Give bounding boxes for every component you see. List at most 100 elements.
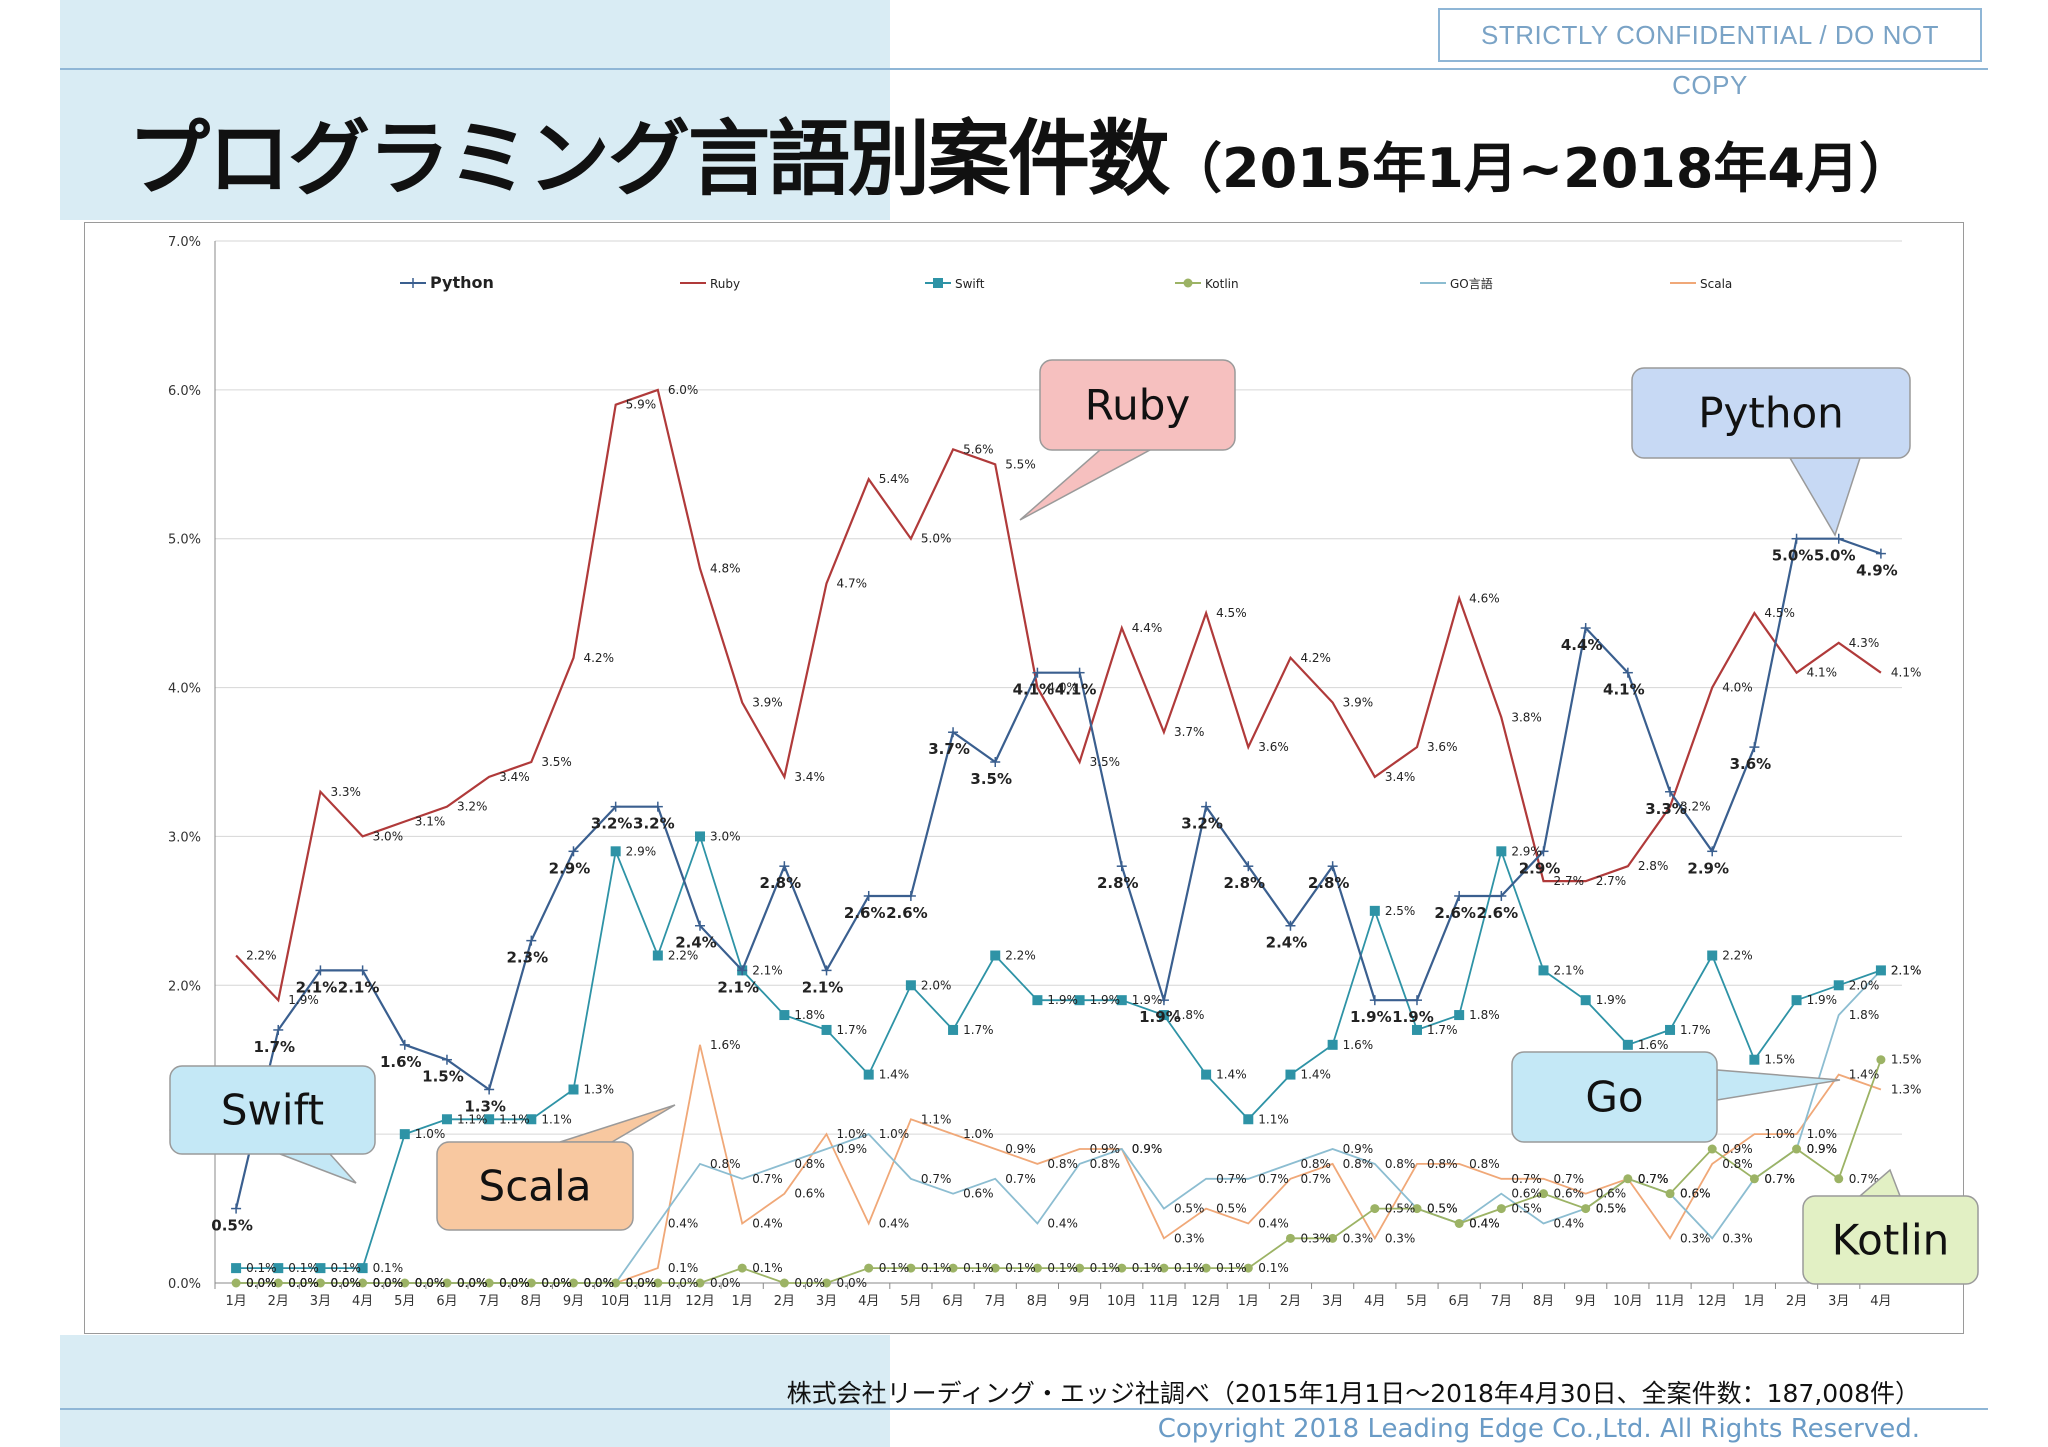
data-point xyxy=(1539,1189,1549,1199)
data-point xyxy=(821,1024,832,1035)
data-label: 4.5% xyxy=(1216,606,1247,620)
data-label: 2.5% xyxy=(1385,904,1416,918)
data-label: 0.4% xyxy=(668,1216,699,1230)
data-label: 2.8% xyxy=(1223,874,1265,892)
data-label: 0.0% xyxy=(837,1276,868,1290)
data-label: 0.8% xyxy=(1343,1157,1374,1171)
data-label: 0.6% xyxy=(1511,1187,1542,1201)
data-point xyxy=(1623,1174,1633,1184)
x-tick-label: 1月 xyxy=(1744,1294,1765,1309)
data-label: 4.2% xyxy=(1300,651,1331,665)
data-point xyxy=(864,1263,874,1273)
data-label: 1.0% xyxy=(963,1127,994,1141)
callout-tail xyxy=(279,1153,357,1184)
callout-python: Python xyxy=(1631,367,1911,537)
data-label: 3.2% xyxy=(633,815,675,833)
data-label: 0.7% xyxy=(1005,1172,1036,1186)
data-label: 0.0% xyxy=(541,1276,572,1290)
data-label: 1.9% xyxy=(1350,1008,1392,1026)
data-label: 0.7% xyxy=(1764,1172,1795,1186)
data-label: 4.9% xyxy=(1856,562,1898,580)
data-point xyxy=(610,846,621,857)
data-label: 1.7% xyxy=(1680,1023,1711,1037)
data-label: 2.9% xyxy=(549,859,591,877)
data-label: 0.0% xyxy=(710,1276,741,1290)
data-point xyxy=(1158,1010,1169,1021)
callout-ruby: Ruby xyxy=(1019,359,1236,521)
data-point xyxy=(1328,1233,1338,1243)
data-point xyxy=(1201,1263,1211,1273)
data-point xyxy=(399,1129,410,1140)
data-label: 0.1% xyxy=(288,1261,319,1275)
y-tick-label: 6.0% xyxy=(168,384,201,399)
data-label: 0.4% xyxy=(1047,1216,1078,1230)
data-label: 0.0% xyxy=(246,1276,277,1290)
page-title: プログラミング言語別案件数（2015年1月~2018年4月） xyxy=(128,92,1913,211)
x-tick-label: 5月 xyxy=(900,1294,921,1309)
data-label: 1.7% xyxy=(837,1023,868,1037)
x-tick-label: 1月 xyxy=(732,1294,753,1309)
callout-label: Ruby xyxy=(1085,381,1190,430)
data-label: 0.0% xyxy=(541,1276,572,1290)
data-label: 5.5% xyxy=(1005,457,1036,471)
x-tick-label: 7月 xyxy=(985,1294,1006,1309)
data-label: 0.0% xyxy=(330,1276,361,1290)
data-label: 0.9% xyxy=(837,1142,868,1156)
data-label: 0.0% xyxy=(246,1276,277,1290)
data-label: 0.5% xyxy=(1385,1202,1416,1216)
data-point xyxy=(1032,995,1043,1006)
data-label: 4.5% xyxy=(1764,606,1795,620)
data-label: 0.5% xyxy=(1596,1202,1627,1216)
data-label: 1.9% xyxy=(1090,993,1121,1007)
data-label: 0.0% xyxy=(457,1276,488,1290)
data-label: 4.1% xyxy=(1891,666,1922,680)
data-label: 0.1% xyxy=(1132,1261,1163,1275)
data-label: 3.6% xyxy=(1427,740,1458,754)
data-label: 1.4% xyxy=(1849,1068,1880,1082)
data-label: 1.4% xyxy=(1300,1068,1331,1082)
data-label: 1.7% xyxy=(253,1038,295,1056)
data-label: 3.3% xyxy=(1645,800,1687,818)
data-label: 2.2% xyxy=(668,949,699,963)
data-point xyxy=(695,1278,705,1288)
data-label: 0.7% xyxy=(1300,1172,1331,1186)
data-label: 2.6% xyxy=(1434,904,1476,922)
source-note: 株式会社リーディング・エッジ社調べ（2015年1月1日～2018年4月30日、全… xyxy=(786,1379,1920,1408)
data-label: 1.8% xyxy=(794,1008,825,1022)
data-label: 0.0% xyxy=(373,1276,404,1290)
data-point xyxy=(526,1114,537,1125)
data-point xyxy=(1243,1263,1253,1273)
data-point xyxy=(737,1263,747,1273)
data-label: 0.8% xyxy=(1385,1157,1416,1171)
data-label: 2.1% xyxy=(752,963,783,977)
page-title-period: （2015年1月~2018年4月） xyxy=(1168,137,1913,200)
x-tick-label: 11月 xyxy=(1655,1294,1685,1309)
data-label: 0.4% xyxy=(879,1216,910,1230)
x-tick-label: 2月 xyxy=(774,1294,795,1309)
data-label: 0.1% xyxy=(1216,1261,1247,1275)
data-label: 0.1% xyxy=(330,1261,361,1275)
data-label: 1.9% xyxy=(1132,993,1163,1007)
data-label: 0.0% xyxy=(415,1276,446,1290)
data-label: 4.8% xyxy=(710,561,741,575)
data-label: 1.9% xyxy=(1139,1008,1181,1026)
data-label: 0.8% xyxy=(1469,1157,1500,1171)
data-point xyxy=(779,1278,789,1288)
data-label: 4.0% xyxy=(1722,681,1753,695)
data-point xyxy=(948,1024,959,1035)
data-label: 0.7% xyxy=(752,1172,783,1186)
data-label: 0.0% xyxy=(583,1276,614,1290)
data-label: 3.4% xyxy=(1385,770,1416,784)
callout-go: Go xyxy=(1511,1051,1841,1143)
data-label: 5.0% xyxy=(921,532,952,546)
x-tick-label: 10月 xyxy=(1107,1294,1137,1309)
x-tick-label: 4月 xyxy=(1364,1294,1385,1309)
data-label: 4.0% xyxy=(1047,681,1078,695)
data-label: 0.1% xyxy=(879,1261,910,1275)
data-label: 0.9% xyxy=(1090,1142,1121,1156)
data-label: 2.6% xyxy=(844,904,886,922)
data-label: 0.5% xyxy=(1174,1202,1205,1216)
footer-band xyxy=(60,1335,890,1447)
data-label: 3.5% xyxy=(1090,755,1121,769)
data-label: 1.0% xyxy=(415,1127,446,1141)
